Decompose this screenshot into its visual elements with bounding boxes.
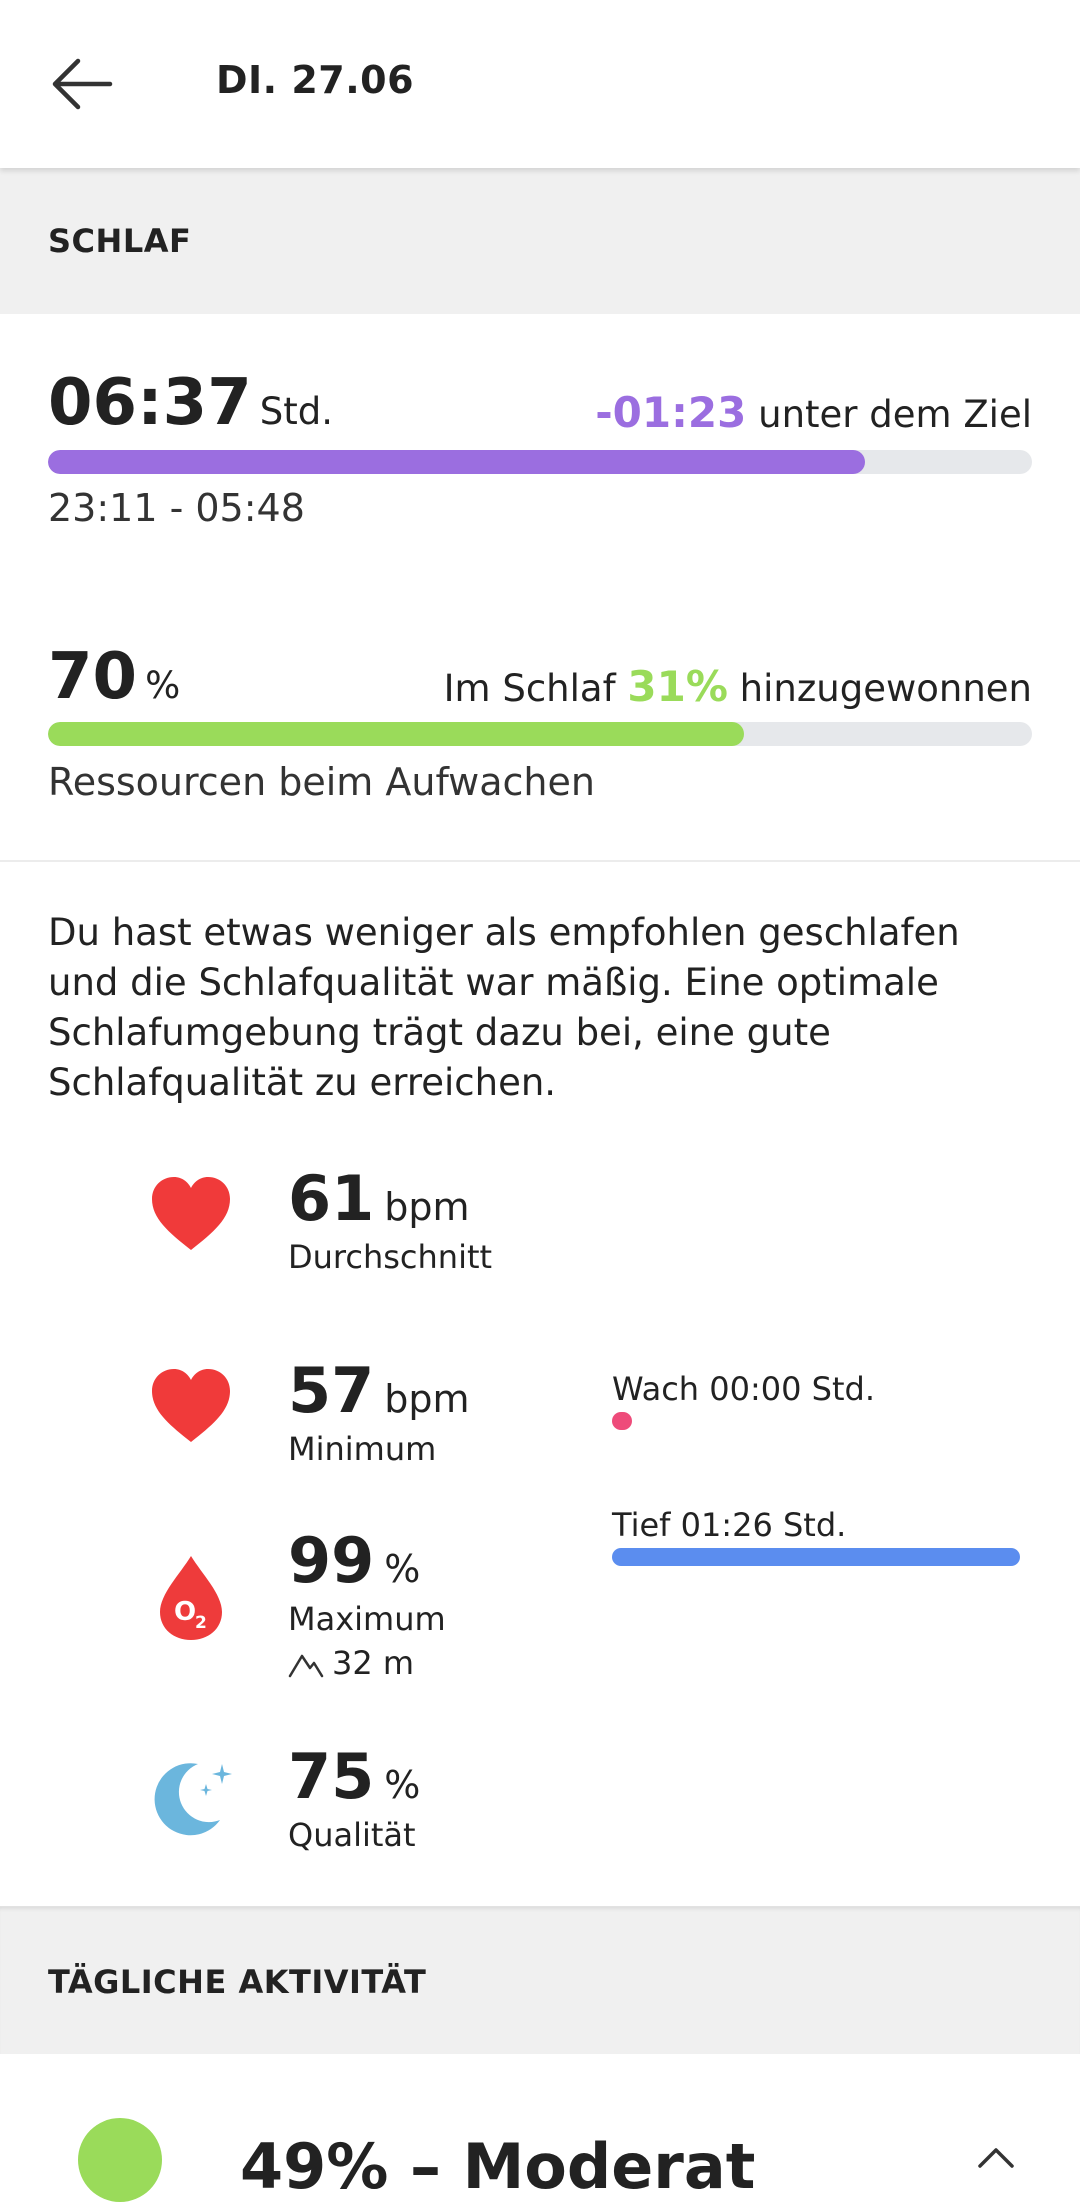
min-heart-rate-label: Minimum xyxy=(288,1430,437,1468)
min-heart-rate-value: 57 xyxy=(288,1354,375,1427)
resources-gain: Im Schlaf 31% hinzugewonnen xyxy=(444,662,1032,711)
svg-text:2: 2 xyxy=(195,1613,207,1633)
mountain-icon xyxy=(288,1654,324,1678)
sleep-duration-value: 06:37 xyxy=(48,366,252,440)
sleep-quality-value: 75 xyxy=(288,1740,375,1813)
resources-card: 70% Im Schlaf 31% hinzugewonnen Ressourc… xyxy=(0,586,1080,862)
heart-icon xyxy=(152,1177,230,1250)
max-oxygen-value: 99 xyxy=(288,1524,375,1597)
phase-awake-bar xyxy=(612,1412,632,1430)
activity-section-header: TÄGLICHE AKTIVITÄT xyxy=(0,1906,1080,2056)
altitude-value: 32 m xyxy=(332,1644,415,1682)
max-oxygen-unit: % xyxy=(384,1547,421,1591)
activity-title: 49% – Moderat xyxy=(240,2130,756,2203)
sleep-quality-stat: 75% Qualität xyxy=(0,1740,600,1910)
arrow-left-icon xyxy=(52,58,113,110)
resources-bar-fill xyxy=(48,722,744,746)
avg-heart-rate-unit: bpm xyxy=(384,1185,470,1229)
avg-heart-rate-value: 61 xyxy=(288,1162,375,1235)
altitude-readout: 32 m xyxy=(288,1644,414,1682)
resources-gain-suffix: hinzugewonnen xyxy=(739,667,1032,710)
sleep-quality-label: Qualität xyxy=(288,1816,416,1854)
activity-icon xyxy=(78,2118,162,2202)
resources-label: Ressourcen beim Aufwachen xyxy=(48,760,595,804)
page-title: DI. 27.06 xyxy=(216,58,415,102)
heart-icon xyxy=(152,1369,230,1442)
goal-difference-value: -01:23 xyxy=(595,388,747,437)
chevron-up-icon[interactable] xyxy=(976,2142,1016,2170)
activity-section-title: TÄGLICHE AKTIVITÄT xyxy=(48,1963,427,2001)
sleep-section-title: SCHLAF xyxy=(48,222,192,260)
back-button[interactable] xyxy=(48,52,120,116)
phase-awake-label: Wach 00:00 Std. xyxy=(612,1370,875,1408)
resources-gain-prefix: Im Schlaf xyxy=(443,667,616,710)
resources-percentage: 70% xyxy=(48,640,180,714)
max-oxygen-label: Maximum xyxy=(288,1600,446,1638)
avg-heart-rate-label: Durchschnitt xyxy=(288,1238,493,1276)
resources-bar xyxy=(48,722,1032,746)
sleep-duration-card: 06:37 Std. -01:23 unter dem Ziel 23:11 - … xyxy=(0,314,1080,588)
sleep-duration-bar-fill xyxy=(48,450,865,474)
oxygen-drop-icon: O 2 xyxy=(160,1556,222,1640)
daily-activity-row[interactable]: 49% – Moderat xyxy=(0,2054,1080,2203)
avg-heart-rate-stat: 61 bpm Durchschnitt xyxy=(0,1162,600,1332)
sleep-section-header: SCHLAF xyxy=(0,168,1080,315)
sleep-quality-unit: % xyxy=(384,1763,421,1807)
svg-text:O: O xyxy=(174,1597,196,1627)
sleep-duration-bar xyxy=(48,450,1032,474)
max-oxygen-stat: O 2 99% Maximum 32 m xyxy=(0,1524,600,1694)
phase-deep-bar xyxy=(612,1548,1020,1566)
min-heart-rate-unit: bpm xyxy=(384,1377,470,1421)
sleep-summary-text: Du hast etwas weniger als empfohlen gesc… xyxy=(48,911,960,1104)
moon-stars-icon xyxy=(154,1763,232,1836)
resources-unit: % xyxy=(145,664,181,707)
resources-gain-value: 31% xyxy=(627,662,728,711)
phase-deep-label: Tief 01:26 Std. xyxy=(612,1506,847,1544)
top-app-bar: DI. 27.06 xyxy=(0,0,1080,168)
sleep-duration-unit: Std. xyxy=(259,390,333,433)
sleep-time-range: 23:11 - 05:48 xyxy=(48,486,305,530)
sleep-duration: 06:37 Std. xyxy=(48,366,333,440)
goal-difference: -01:23 unter dem Ziel xyxy=(595,388,1032,437)
goal-difference-label: unter dem Ziel xyxy=(758,393,1032,436)
min-heart-rate-stat: 57 bpm Minimum xyxy=(0,1354,600,1524)
resources-value: 70 xyxy=(48,640,138,714)
